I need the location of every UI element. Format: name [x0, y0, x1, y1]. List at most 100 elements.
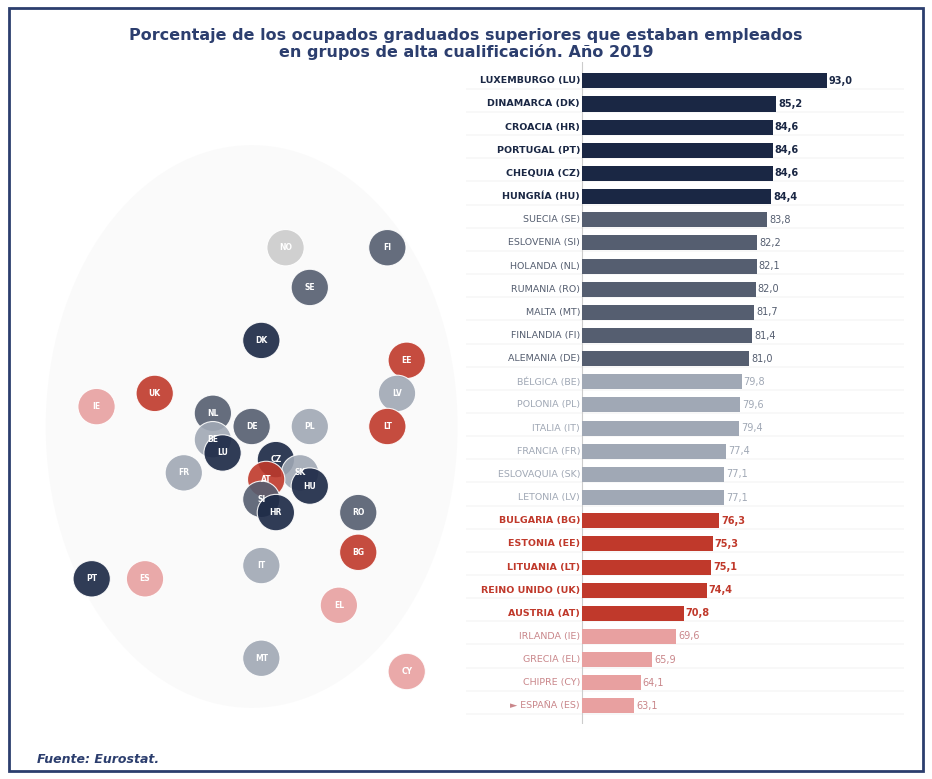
Text: 77,1: 77,1 — [726, 492, 748, 502]
Text: LT: LT — [383, 422, 391, 431]
Ellipse shape — [248, 461, 285, 498]
Bar — [582, 73, 827, 88]
Ellipse shape — [136, 375, 173, 411]
Bar — [582, 120, 773, 135]
Text: 77,1: 77,1 — [726, 470, 748, 479]
Ellipse shape — [291, 408, 328, 445]
Text: SK: SK — [295, 468, 306, 478]
Text: 65,9: 65,9 — [654, 654, 676, 664]
Ellipse shape — [388, 342, 425, 379]
Text: PT: PT — [86, 574, 97, 583]
Text: 82,0: 82,0 — [758, 284, 779, 294]
Text: NL: NL — [207, 409, 219, 418]
Ellipse shape — [267, 230, 304, 266]
Text: ► ESPAÑA (ES): ► ESPAÑA (ES) — [511, 701, 580, 710]
Text: CROACIA (HR): CROACIA (HR) — [505, 122, 580, 132]
Text: 85,2: 85,2 — [778, 99, 802, 109]
Text: 84,6: 84,6 — [774, 122, 799, 132]
Ellipse shape — [378, 375, 416, 411]
Text: FRANCIA (FR): FRANCIA (FR) — [516, 447, 580, 456]
Ellipse shape — [291, 468, 328, 504]
Text: LU: LU — [217, 449, 228, 457]
Text: 79,8: 79,8 — [744, 377, 765, 387]
Text: BULGARIA (BG): BULGARIA (BG) — [499, 516, 580, 525]
Bar — [582, 328, 752, 343]
Text: PORTUGAL (PT): PORTUGAL (PT) — [497, 146, 580, 155]
Text: Fuente: Eurostat.: Fuente: Eurostat. — [37, 753, 159, 766]
Text: ITALIA (IT): ITALIA (IT) — [532, 424, 580, 432]
Bar — [582, 282, 756, 297]
Bar — [582, 652, 652, 667]
Ellipse shape — [257, 442, 295, 478]
Ellipse shape — [242, 481, 280, 517]
Text: AUSTRIA (AT): AUSTRIA (AT) — [508, 609, 580, 618]
Ellipse shape — [339, 534, 377, 570]
Ellipse shape — [78, 389, 116, 425]
Text: IE: IE — [92, 402, 101, 411]
Ellipse shape — [242, 640, 280, 676]
Text: PL: PL — [305, 422, 315, 431]
Text: 81,7: 81,7 — [756, 308, 777, 317]
Text: BG: BG — [352, 548, 364, 557]
Text: RUMANIA (RO): RUMANIA (RO) — [511, 284, 580, 294]
Text: UK: UK — [148, 389, 161, 398]
Ellipse shape — [194, 395, 231, 432]
Text: REINO UNIDO (UK): REINO UNIDO (UK) — [481, 586, 580, 594]
Bar — [582, 259, 757, 273]
Ellipse shape — [321, 587, 358, 623]
Text: LITUANIA (LT): LITUANIA (LT) — [507, 562, 580, 572]
Ellipse shape — [46, 145, 458, 708]
Text: CY: CY — [401, 667, 412, 676]
Ellipse shape — [339, 495, 377, 530]
Bar — [582, 699, 634, 714]
Text: FI: FI — [383, 243, 391, 252]
Ellipse shape — [388, 654, 425, 689]
Text: 79,6: 79,6 — [743, 400, 764, 410]
Bar — [582, 606, 684, 621]
Text: 75,1: 75,1 — [713, 562, 737, 572]
Text: 75,3: 75,3 — [715, 539, 739, 549]
Text: 77,4: 77,4 — [728, 446, 750, 456]
Text: 64,1: 64,1 — [642, 678, 664, 688]
Text: CHIPRE (CY): CHIPRE (CY) — [523, 679, 580, 687]
Bar — [582, 559, 711, 575]
Ellipse shape — [281, 455, 319, 491]
Bar — [582, 212, 767, 227]
Text: DINAMARCA (DK): DINAMARCA (DK) — [487, 100, 580, 108]
Bar — [582, 421, 739, 435]
Text: ESTONIA (EE): ESTONIA (EE) — [508, 539, 580, 548]
Ellipse shape — [242, 323, 280, 358]
Bar — [582, 374, 742, 390]
Ellipse shape — [165, 455, 202, 491]
Text: LV: LV — [392, 389, 402, 398]
Text: 76,3: 76,3 — [721, 516, 745, 526]
Text: MT: MT — [254, 654, 267, 663]
Text: SE: SE — [305, 283, 315, 292]
Ellipse shape — [257, 495, 295, 530]
Text: HU: HU — [304, 481, 316, 491]
Text: BE: BE — [207, 435, 218, 444]
Text: 74,4: 74,4 — [709, 585, 733, 595]
Text: 82,1: 82,1 — [759, 261, 780, 271]
Text: 84,6: 84,6 — [774, 168, 799, 178]
Ellipse shape — [204, 435, 241, 471]
Text: EE: EE — [402, 356, 412, 365]
Text: FR: FR — [178, 468, 189, 478]
Text: AT: AT — [261, 475, 271, 484]
Text: LUXEMBURGO (LU): LUXEMBURGO (LU) — [480, 76, 580, 86]
Text: IT: IT — [257, 561, 266, 570]
Bar — [582, 305, 754, 320]
Text: Porcentaje de los ocupados graduados superiores que estaban empleados: Porcentaje de los ocupados graduados sup… — [130, 27, 802, 43]
Bar — [582, 397, 740, 413]
Text: 69,6: 69,6 — [678, 632, 699, 641]
Text: 84,6: 84,6 — [774, 146, 799, 155]
Text: en grupos de alta cualificación. Año 2019: en grupos de alta cualificación. Año 201… — [279, 44, 653, 60]
Ellipse shape — [73, 561, 110, 597]
Bar — [582, 351, 749, 366]
Bar — [582, 467, 724, 482]
Text: 79,4: 79,4 — [741, 423, 762, 433]
Text: SI: SI — [257, 495, 266, 504]
Ellipse shape — [127, 561, 164, 597]
Bar — [582, 444, 726, 459]
Text: 84,4: 84,4 — [774, 192, 798, 202]
